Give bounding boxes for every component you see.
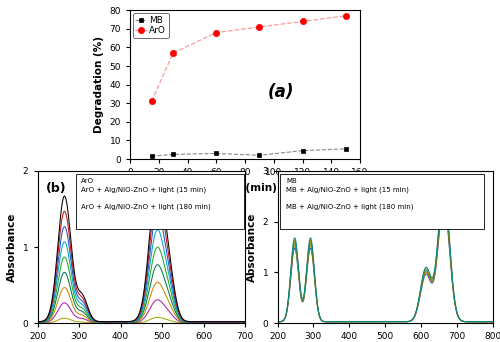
- MB: [256, 153, 262, 157]
- ArO: [256, 25, 262, 29]
- ArO: [213, 30, 219, 35]
- Text: MB: MB: [286, 178, 297, 184]
- MB: [300, 149, 306, 153]
- ArO: [342, 14, 348, 18]
- ArO: [300, 19, 306, 24]
- Text: (c): (c): [456, 182, 475, 195]
- X-axis label: Time (min): Time (min): [213, 183, 277, 193]
- Y-axis label: Absorbance: Absorbance: [7, 212, 17, 282]
- ArO: [170, 51, 176, 55]
- Text: MB + Alg/NiO-ZnO + light (15 min): MB + Alg/NiO-ZnO + light (15 min): [286, 187, 409, 194]
- Text: MB + Alg/NiO-ZnO + light (180 min): MB + Alg/NiO-ZnO + light (180 min): [286, 204, 414, 210]
- FancyBboxPatch shape: [76, 174, 244, 229]
- MB: [342, 147, 348, 151]
- MB: [148, 154, 154, 158]
- MB: [170, 152, 176, 156]
- MB: [213, 152, 219, 156]
- Text: ArO: ArO: [81, 178, 94, 184]
- Text: (b): (b): [46, 182, 66, 195]
- Y-axis label: Degradation (%): Degradation (%): [94, 36, 104, 133]
- ArO: [148, 99, 154, 103]
- Line: MB: MB: [149, 146, 348, 159]
- Text: (a): (a): [268, 82, 294, 101]
- Line: ArO: ArO: [148, 13, 349, 105]
- FancyBboxPatch shape: [280, 174, 484, 229]
- Legend: MB, ArO: MB, ArO: [132, 13, 168, 38]
- Y-axis label: Absorbance: Absorbance: [247, 212, 257, 282]
- Text: ArO + Alg/NiO-ZnO + light (180 min): ArO + Alg/NiO-ZnO + light (180 min): [81, 204, 211, 210]
- Text: ArO + Alg/NiO-ZnO + light (15 min): ArO + Alg/NiO-ZnO + light (15 min): [81, 187, 206, 194]
